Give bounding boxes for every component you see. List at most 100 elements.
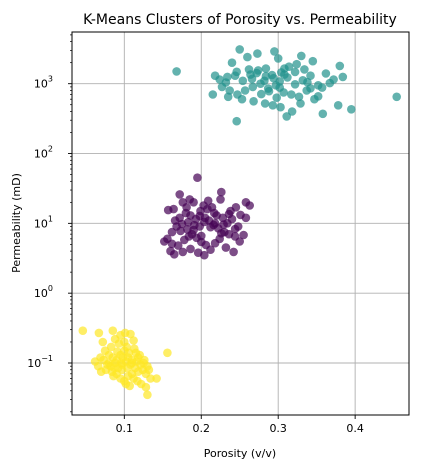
data-point <box>260 76 269 86</box>
data-point <box>308 56 318 66</box>
data-point <box>325 78 335 88</box>
x-axis-label: Porosity (v/v) <box>204 447 276 460</box>
data-point <box>232 67 241 77</box>
data-point <box>195 211 204 221</box>
data-point <box>210 208 219 218</box>
y-tick-base: 10 <box>34 217 48 230</box>
data-point <box>146 374 155 383</box>
data-point <box>317 83 327 92</box>
data-point <box>126 329 135 339</box>
data-point <box>275 77 285 86</box>
data-point <box>280 64 289 73</box>
data-point <box>267 70 277 80</box>
x-tick-label: 0.4 <box>346 422 364 435</box>
y-tick-base: 10 <box>34 287 48 300</box>
data-point <box>175 190 184 199</box>
data-point <box>300 65 309 74</box>
y-tick-label: 10−1 <box>27 354 53 370</box>
data-point <box>260 99 270 108</box>
data-point <box>294 92 304 102</box>
data-point <box>318 109 328 119</box>
data-point <box>392 92 402 102</box>
data-point <box>167 227 177 237</box>
data-point <box>90 357 100 366</box>
x-tick-label: 0.3 <box>269 422 287 435</box>
data-point <box>217 229 226 238</box>
data-point <box>235 45 244 54</box>
y-tick-exponent: 0 <box>48 284 53 293</box>
data-point <box>239 230 248 240</box>
data-point <box>272 93 282 102</box>
data-point <box>290 67 300 77</box>
data-point <box>144 365 154 375</box>
data-point <box>120 337 129 347</box>
data-point <box>333 101 343 110</box>
data-point <box>276 102 285 112</box>
data-point <box>78 326 88 336</box>
data-point <box>248 82 258 92</box>
data-point <box>182 203 191 212</box>
y-tick-base: 10 <box>34 78 48 91</box>
data-point <box>163 205 173 215</box>
data-point <box>140 355 149 365</box>
data-point <box>282 112 292 121</box>
data-point <box>206 222 215 232</box>
data-point <box>106 342 116 352</box>
data-point <box>190 220 199 230</box>
data-point <box>219 220 228 229</box>
y-tick-exponent: −1 <box>41 354 53 363</box>
data-point <box>116 358 126 368</box>
plot-frame <box>71 31 410 416</box>
data-point <box>224 209 234 219</box>
data-point <box>216 195 225 204</box>
y-tick-exponent: 1 <box>48 214 53 223</box>
y-tick-label: 101 <box>34 214 53 230</box>
data-point <box>124 348 134 358</box>
data-point <box>186 244 195 254</box>
data-point <box>223 92 233 102</box>
data-point <box>132 357 141 366</box>
data-point <box>261 64 271 73</box>
data-point <box>303 77 312 87</box>
data-point <box>160 237 169 246</box>
data-point <box>231 203 241 212</box>
data-point <box>313 92 323 101</box>
data-point <box>268 101 278 110</box>
data-point <box>240 86 250 95</box>
data-point <box>108 326 118 336</box>
chart-title: K-Means Clusters of Porosity vs. Permeab… <box>83 12 397 28</box>
data-point <box>273 54 283 63</box>
data-point <box>103 360 112 369</box>
data-point <box>210 71 220 80</box>
x-tick-label: 0.1 <box>116 422 134 435</box>
data-point <box>221 78 231 87</box>
data-point <box>206 245 215 254</box>
data-point <box>292 59 302 69</box>
y-tick-base: 10 <box>34 148 48 161</box>
data-point <box>227 58 237 67</box>
data-point <box>221 243 231 252</box>
data-point <box>176 226 185 236</box>
data-point <box>335 61 345 71</box>
y-tick-label: 103 <box>34 75 53 91</box>
data-point <box>125 381 134 391</box>
data-point <box>199 201 208 210</box>
data-point <box>113 347 122 357</box>
data-point <box>264 86 274 96</box>
data-point <box>170 216 180 225</box>
data-points <box>78 45 402 400</box>
data-point <box>257 89 266 99</box>
data-point <box>143 390 152 400</box>
y-axis-label: Permeability (mD) <box>10 173 23 273</box>
data-point <box>270 47 279 56</box>
data-point <box>252 68 261 78</box>
data-point <box>152 374 161 383</box>
data-point <box>280 70 289 79</box>
data-point <box>287 90 296 99</box>
data-point <box>253 49 262 58</box>
y-tick-exponent: 3 <box>48 75 53 84</box>
data-point <box>236 210 245 220</box>
data-point <box>178 247 188 257</box>
y-tick-label: 100 <box>34 284 53 300</box>
